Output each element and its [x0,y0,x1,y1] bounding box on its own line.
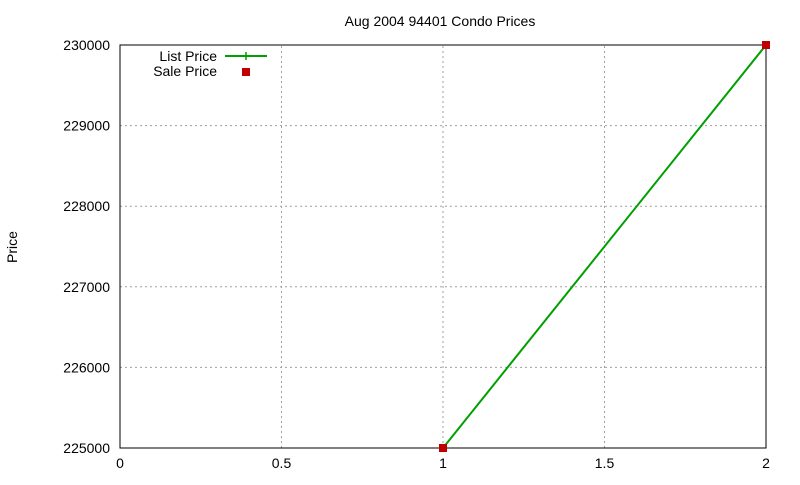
x-tick-label: 0 [116,455,124,471]
chart-title: Aug 2004 94401 Condo Prices [345,13,536,29]
y-tick-label: 228000 [63,198,110,214]
y-axis-label: Price [4,231,20,263]
series [439,41,770,452]
x-tick-label: 2 [762,455,770,471]
legend: List Price Sale Price [153,48,267,79]
y-tick-label: 226000 [63,359,110,375]
y-tick-label: 227000 [63,279,110,295]
y-tick-label: 229000 [63,118,110,134]
x-tick-label: 1.5 [595,455,615,471]
y-tick-label: 225000 [63,440,110,456]
legend-plus-icon [242,52,250,60]
legend-sale-price: Sale Price [153,63,217,79]
x-tick-label: 1 [439,455,447,471]
legend-square-icon [242,68,250,76]
y-tick-label: 230000 [63,37,110,53]
x-tick-label: 0.5 [272,455,292,471]
grid [119,44,767,449]
legend-list-price: List Price [159,48,217,64]
axis-ticks: 0 0.5 1 1.5 2 225000 226000 227000 228000 229000 2… [63,37,770,471]
